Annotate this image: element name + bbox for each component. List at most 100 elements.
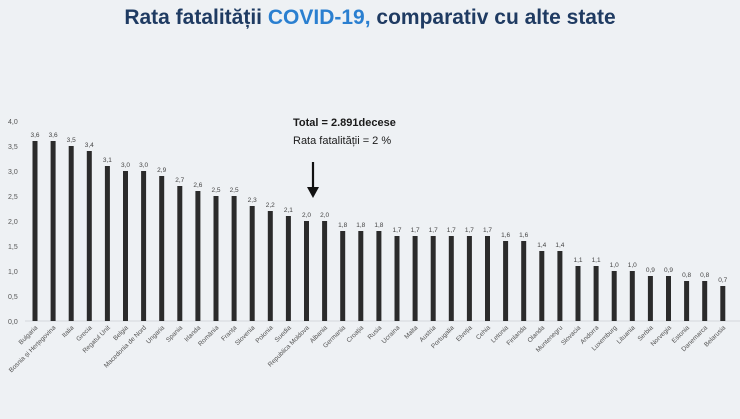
- bar-value-label: 3,1: [103, 157, 112, 164]
- bar-value-label: 2,5: [211, 187, 220, 194]
- bar: [684, 281, 690, 321]
- bar-value-label: 1,7: [483, 227, 492, 234]
- bar: [213, 196, 219, 321]
- bar: [104, 166, 110, 321]
- bar: [123, 171, 128, 321]
- bar: [249, 206, 255, 321]
- bar-value-label: 1,7: [392, 227, 401, 234]
- bar: [177, 186, 183, 321]
- bar-value-label: 0,8: [700, 272, 709, 279]
- x-tick-label: Ungaria: [145, 324, 166, 345]
- bar: [629, 271, 635, 321]
- x-tick-label: Elveția: [455, 324, 474, 343]
- bar-value-label: 1,8: [338, 222, 347, 229]
- bar-value-label: 0,7: [718, 277, 727, 284]
- bar: [539, 251, 545, 321]
- bar-value-label: 1,0: [610, 262, 619, 269]
- bar-value-label: 2,3: [248, 197, 257, 204]
- bar: [322, 221, 328, 321]
- bar-value-label: 3,6: [30, 132, 39, 139]
- bar: [575, 266, 581, 321]
- x-tick-label: Polonia: [254, 324, 275, 345]
- y-tick-label: 4,0: [8, 119, 18, 126]
- y-tick-label: 1,5: [8, 244, 18, 251]
- x-tick-label: Ucraina: [381, 324, 402, 345]
- bar-value-label: 1,4: [537, 242, 546, 249]
- bar: [32, 141, 38, 321]
- bar: [448, 236, 454, 321]
- bar-value-label: 2,7: [175, 177, 184, 184]
- y-tick-label: 2,5: [8, 194, 18, 201]
- bar: [430, 236, 436, 321]
- bar: [466, 236, 472, 321]
- bar-value-label: 1,7: [411, 227, 420, 234]
- bar-value-label: 0,8: [682, 272, 691, 279]
- bar: [394, 236, 400, 321]
- annotation-rate: Rata fatalității = 2 %: [293, 135, 392, 147]
- bar: [557, 251, 563, 321]
- bar: [50, 141, 56, 321]
- bar-value-label: 2,9: [157, 167, 166, 174]
- x-tick-label: Slovacia: [560, 324, 583, 347]
- y-tick-label: 2,0: [8, 219, 18, 226]
- bar-value-label: 1,7: [465, 227, 474, 234]
- bar: [521, 241, 527, 321]
- y-tick-label: 0,5: [8, 294, 18, 301]
- bar-value-label: 1,7: [447, 227, 456, 234]
- bar-value-label: 1,8: [356, 222, 365, 229]
- bar-value-label: 2,6: [193, 182, 202, 189]
- x-tick-label: Spania: [165, 324, 185, 344]
- bar: [485, 236, 490, 321]
- bar-value-label: 1,6: [501, 232, 510, 239]
- arrow-indicator: [307, 162, 319, 198]
- x-tick-label: Italia: [61, 324, 76, 339]
- bar-value-label: 0,9: [646, 267, 655, 274]
- bar: [267, 211, 273, 321]
- title-part-1: Rata fatalității: [124, 6, 268, 29]
- value-labels-group: 3,6 3,6 3,5 3,4 3,1 3,0 3,0 2,9 2,7 2,6 2,5 2,5 2,3 2…: [30, 132, 727, 284]
- y-tick-label: 3,0: [8, 169, 18, 176]
- bar: [720, 286, 726, 321]
- y-tick-label: 3,5: [8, 144, 18, 151]
- bar: [231, 196, 237, 321]
- bar: [666, 276, 671, 321]
- bar-value-label: 1,8: [374, 222, 383, 229]
- bar-value-label: 2,0: [302, 212, 311, 219]
- x-tick-label: Slovenia: [234, 324, 257, 347]
- bar-value-label: 1,0: [628, 262, 637, 269]
- bar-value-label: 0,9: [664, 267, 673, 274]
- title-part-2: comparativ cu alte state: [370, 6, 616, 29]
- bar: [141, 171, 147, 321]
- title-accent: COVID-19,: [267, 6, 371, 29]
- arrow-head-icon: [307, 187, 319, 198]
- bar-value-label: 2,0: [320, 212, 329, 219]
- bar: [285, 216, 291, 321]
- bar: [503, 241, 509, 321]
- x-tick-label: Finlanda: [506, 324, 529, 347]
- x-tick-label: Croația: [345, 324, 365, 344]
- bar-value-label: 3,0: [139, 162, 148, 169]
- bar-value-label: 2,5: [230, 187, 239, 194]
- bar: [304, 221, 309, 321]
- chart-title: Rata fatalității COVID-19, comparativ cu…: [0, 6, 740, 30]
- bar: [195, 191, 201, 321]
- bar: [68, 146, 74, 321]
- bar: [159, 176, 165, 321]
- bar: [86, 151, 92, 321]
- bar: [340, 231, 346, 321]
- bar-value-label: 1,7: [429, 227, 438, 234]
- bar: [702, 281, 708, 321]
- bar-value-label: 3,5: [67, 137, 76, 144]
- bar: [611, 271, 617, 321]
- bar: [358, 231, 364, 321]
- y-tick-label: 1,0: [8, 269, 18, 276]
- bar: [593, 266, 599, 321]
- bar-value-label: 3,0: [121, 162, 130, 169]
- annotation-total: Total = 2.891decese: [293, 117, 396, 129]
- bar-value-label: 2,1: [284, 207, 293, 214]
- bar: [376, 231, 382, 321]
- bar-value-label: 2,2: [266, 202, 275, 209]
- x-tick-label: Lituania: [616, 324, 637, 345]
- y-tick-label: 0,0: [8, 319, 18, 326]
